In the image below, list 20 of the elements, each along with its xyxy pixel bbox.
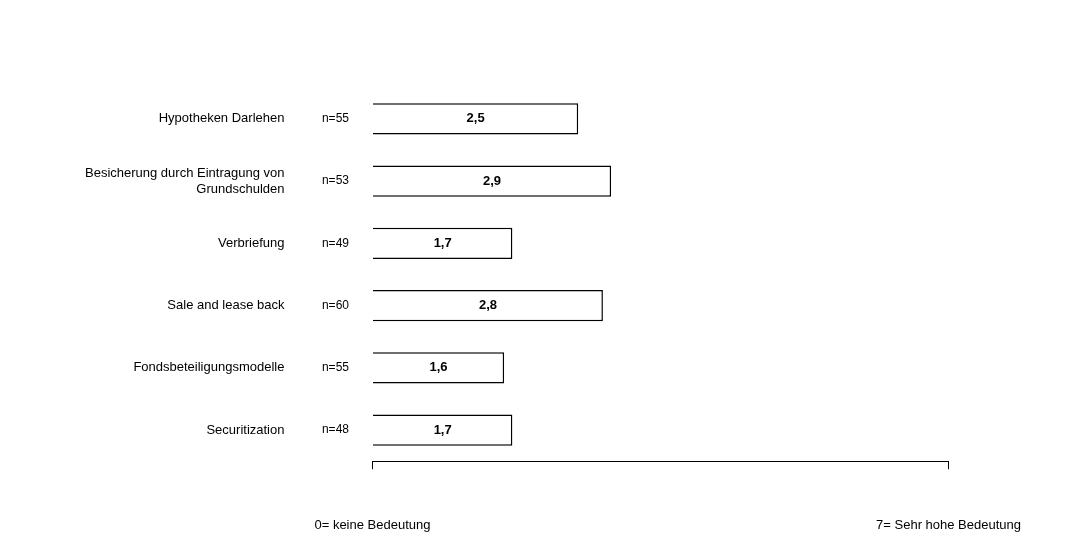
text: n=49: [321, 235, 350, 250]
data-label: 2,8: [478, 297, 497, 313]
y-tick-label: Sale and lease back: [167, 297, 285, 313]
text: n=53: [321, 173, 350, 188]
y-tick-label: Securitization: [206, 421, 285, 437]
text: n=55: [321, 360, 350, 375]
data-label: 2,9: [483, 172, 502, 188]
text: n=48: [321, 422, 350, 437]
y-tick-label: Besicherung durch Eintragung von Grundschulden: [84, 164, 285, 196]
data-label: 1,7: [433, 421, 452, 437]
y-tick-label: Verbriefung: [217, 234, 285, 250]
data-label: 1,6: [429, 359, 448, 375]
text: n=60: [321, 297, 350, 312]
y-tick-label: Fondsbeteiligungsmodelle: [133, 359, 285, 375]
data-label: 1,7: [433, 234, 452, 250]
y-tick-label: Hypotheken Darlehen: [158, 110, 285, 126]
x-tick-label: 0= keine Bedeutung: [314, 516, 431, 532]
x-tick-label: 7= Sehr hohe Bedeutung: [876, 516, 1021, 532]
data-label: 2,5: [466, 110, 485, 126]
text: n=55: [321, 111, 350, 126]
